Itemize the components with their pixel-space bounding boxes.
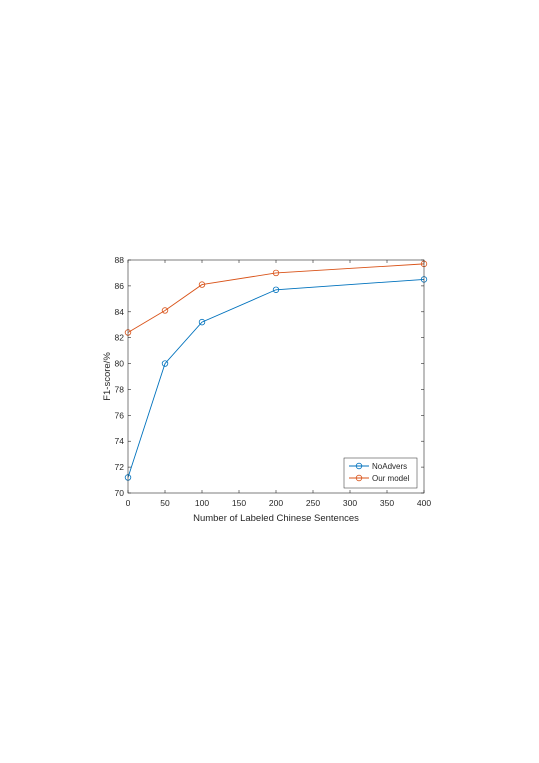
plot-area	[128, 260, 424, 493]
y-tick-label: 78	[115, 384, 125, 394]
series-line-our-model	[127, 263, 425, 333]
data-point-our-model	[161, 307, 169, 314]
data-point-noadvers	[272, 286, 280, 293]
y-tick-label: 86	[115, 281, 125, 291]
legend-label: NoAdvers	[372, 462, 407, 471]
x-tick-label: 400	[417, 498, 431, 508]
series-noadvers	[124, 276, 428, 481]
y-tick-label: 80	[115, 359, 125, 369]
legend-marker	[355, 462, 363, 470]
series-line-noadvers	[127, 278, 425, 478]
y-tick-label: 84	[115, 307, 125, 317]
y-tick-labels: 70 72 74 76 78 80 82 84 86 88	[115, 255, 125, 498]
legend-entry-our-model: Our model	[349, 474, 410, 483]
y-tick-label: 74	[115, 436, 125, 446]
x-tick-label: 200	[269, 498, 283, 508]
legend-box	[343, 457, 418, 489]
x-tick-labels: 0 50 100 150 200 250 300 350 400	[126, 498, 432, 508]
data-point-noadvers	[198, 318, 206, 326]
y-tick-label: 72	[115, 462, 125, 472]
x-tick-label: 0	[126, 498, 131, 508]
data-point-our-model	[272, 269, 280, 277]
x-tick-label: 300	[343, 498, 357, 508]
x-tick-label: 350	[380, 498, 394, 508]
legend-items: NoAdvers Our model	[349, 462, 410, 483]
legend-marker	[355, 474, 363, 482]
x-axis-title: Number of Labeled Chinese Sentences	[193, 513, 359, 524]
data-point-noadvers	[161, 360, 169, 367]
y-tick-label: 88	[115, 255, 125, 265]
x-tick-label: 100	[195, 498, 209, 508]
y-tick-label: 82	[115, 333, 125, 343]
legend: NoAdvers Our model	[343, 457, 418, 489]
data-point-our-model	[198, 281, 206, 288]
y-tick-label: 76	[115, 410, 125, 420]
y-axis-title: F1-score/%	[102, 352, 113, 401]
legend-entry-noadvers: NoAdvers	[349, 462, 407, 471]
plot-frame	[127, 259, 425, 494]
y-tick-label: 70	[115, 488, 125, 498]
legend-label: Our model	[372, 474, 410, 483]
x-tick-label: 50	[160, 498, 170, 508]
x-tick-label: 250	[306, 498, 320, 508]
x-tick-label: 150	[232, 498, 246, 508]
